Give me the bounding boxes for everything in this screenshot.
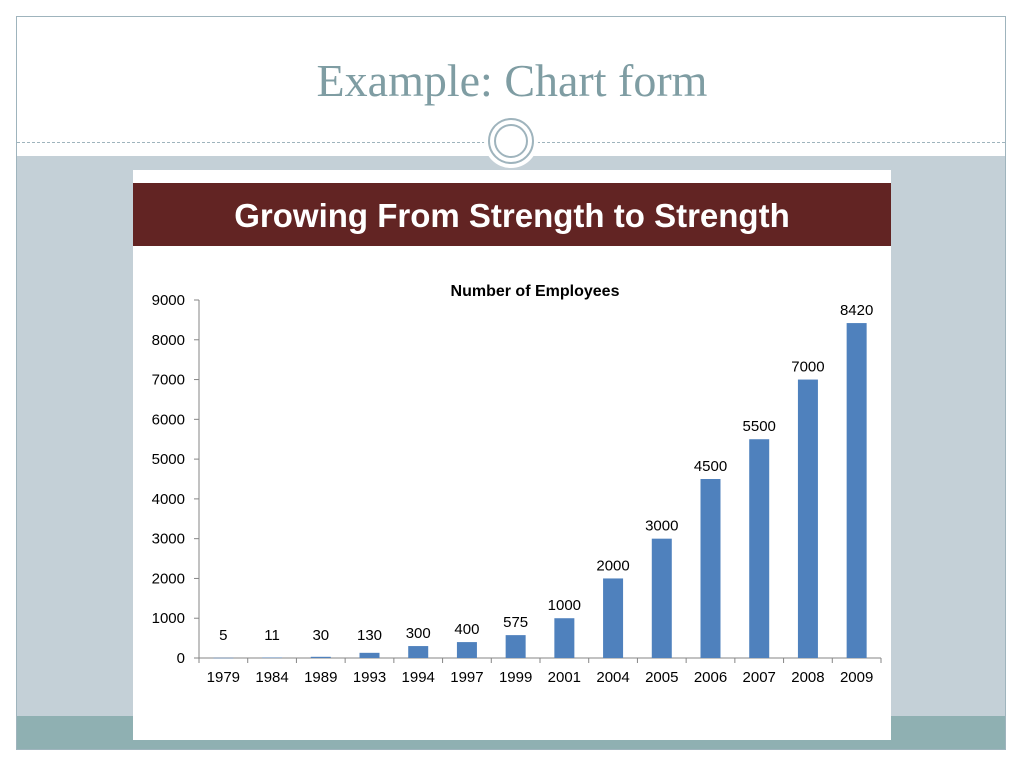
slide-title: Example: Chart form bbox=[316, 55, 708, 106]
chart-banner bbox=[133, 183, 891, 246]
data-label-1993: 130 bbox=[357, 627, 382, 644]
employee-bar-chart: Number of Employees 0 1000 2000 3000 4000 5000… bbox=[152, 283, 882, 686]
y-tick-label: 2000 bbox=[152, 570, 185, 587]
x-tick-label: 1997 bbox=[450, 669, 483, 686]
y-tick-label: 9000 bbox=[152, 292, 185, 309]
chart-card: Growing From Strength to Strength Number… bbox=[133, 170, 891, 740]
data-label-1984: 11 bbox=[264, 627, 280, 644]
x-tick-label: 2007 bbox=[743, 669, 776, 686]
bar-1989 bbox=[310, 656, 331, 658]
data-label-1989: 30 bbox=[312, 627, 329, 644]
bar-2005 bbox=[651, 538, 672, 658]
circle-ornament-icon bbox=[484, 114, 538, 168]
y-tick-label: 6000 bbox=[152, 411, 185, 428]
data-label-2006: 4500 bbox=[694, 458, 727, 475]
bar-1984 bbox=[262, 657, 283, 659]
bar-2001 bbox=[554, 618, 575, 658]
x-tick-label: 1979 bbox=[207, 669, 240, 686]
data-label-2008: 7000 bbox=[791, 359, 824, 376]
bar-2008 bbox=[797, 379, 818, 658]
y-tick-label: 5000 bbox=[152, 451, 185, 468]
bar-1993 bbox=[359, 652, 380, 658]
x-tick-label: 1989 bbox=[304, 669, 337, 686]
bar-2006 bbox=[700, 479, 721, 658]
y-tick-label: 7000 bbox=[152, 372, 185, 389]
data-label-1994: 300 bbox=[406, 625, 431, 642]
x-tick-label: 2009 bbox=[840, 669, 873, 686]
data-label-1979: 5 bbox=[219, 627, 227, 644]
bar-2009 bbox=[846, 323, 867, 658]
x-tick-label: 2006 bbox=[694, 669, 727, 686]
chart-title: Number of Employees bbox=[451, 283, 620, 300]
y-tick-label: 1000 bbox=[152, 610, 185, 627]
data-label-2007: 5500 bbox=[743, 418, 776, 435]
y-tick-label: 4000 bbox=[152, 491, 185, 508]
x-tick-label: 1994 bbox=[402, 669, 435, 686]
x-tick-label: 2004 bbox=[596, 669, 629, 686]
bar-2004 bbox=[603, 578, 624, 658]
x-tick-label: 2008 bbox=[791, 669, 824, 686]
data-label-1997: 400 bbox=[454, 621, 479, 638]
y-tick-label: 0 bbox=[177, 650, 185, 667]
bar-1997 bbox=[456, 642, 477, 658]
bar-2007 bbox=[749, 439, 770, 658]
bar-1979 bbox=[213, 657, 234, 659]
x-tick-label: 1999 bbox=[499, 669, 532, 686]
x-tick-label: 1993 bbox=[353, 669, 386, 686]
bar-1994 bbox=[408, 646, 429, 658]
data-label-2005: 3000 bbox=[645, 518, 678, 535]
data-label-1999: 575 bbox=[503, 614, 528, 631]
data-label-2009: 8420 bbox=[840, 302, 873, 319]
banner-text: Growing From Strength to Strength bbox=[234, 197, 790, 234]
bar-1999 bbox=[505, 635, 526, 658]
data-label-2004: 2000 bbox=[596, 557, 629, 574]
y-tick-label: 3000 bbox=[152, 531, 185, 548]
x-tick-label: 2001 bbox=[548, 669, 581, 686]
x-tick-label: 1984 bbox=[255, 669, 288, 686]
data-label-2001: 1000 bbox=[548, 597, 581, 614]
x-tick-label: 2005 bbox=[645, 669, 678, 686]
y-tick-label: 8000 bbox=[152, 332, 185, 349]
